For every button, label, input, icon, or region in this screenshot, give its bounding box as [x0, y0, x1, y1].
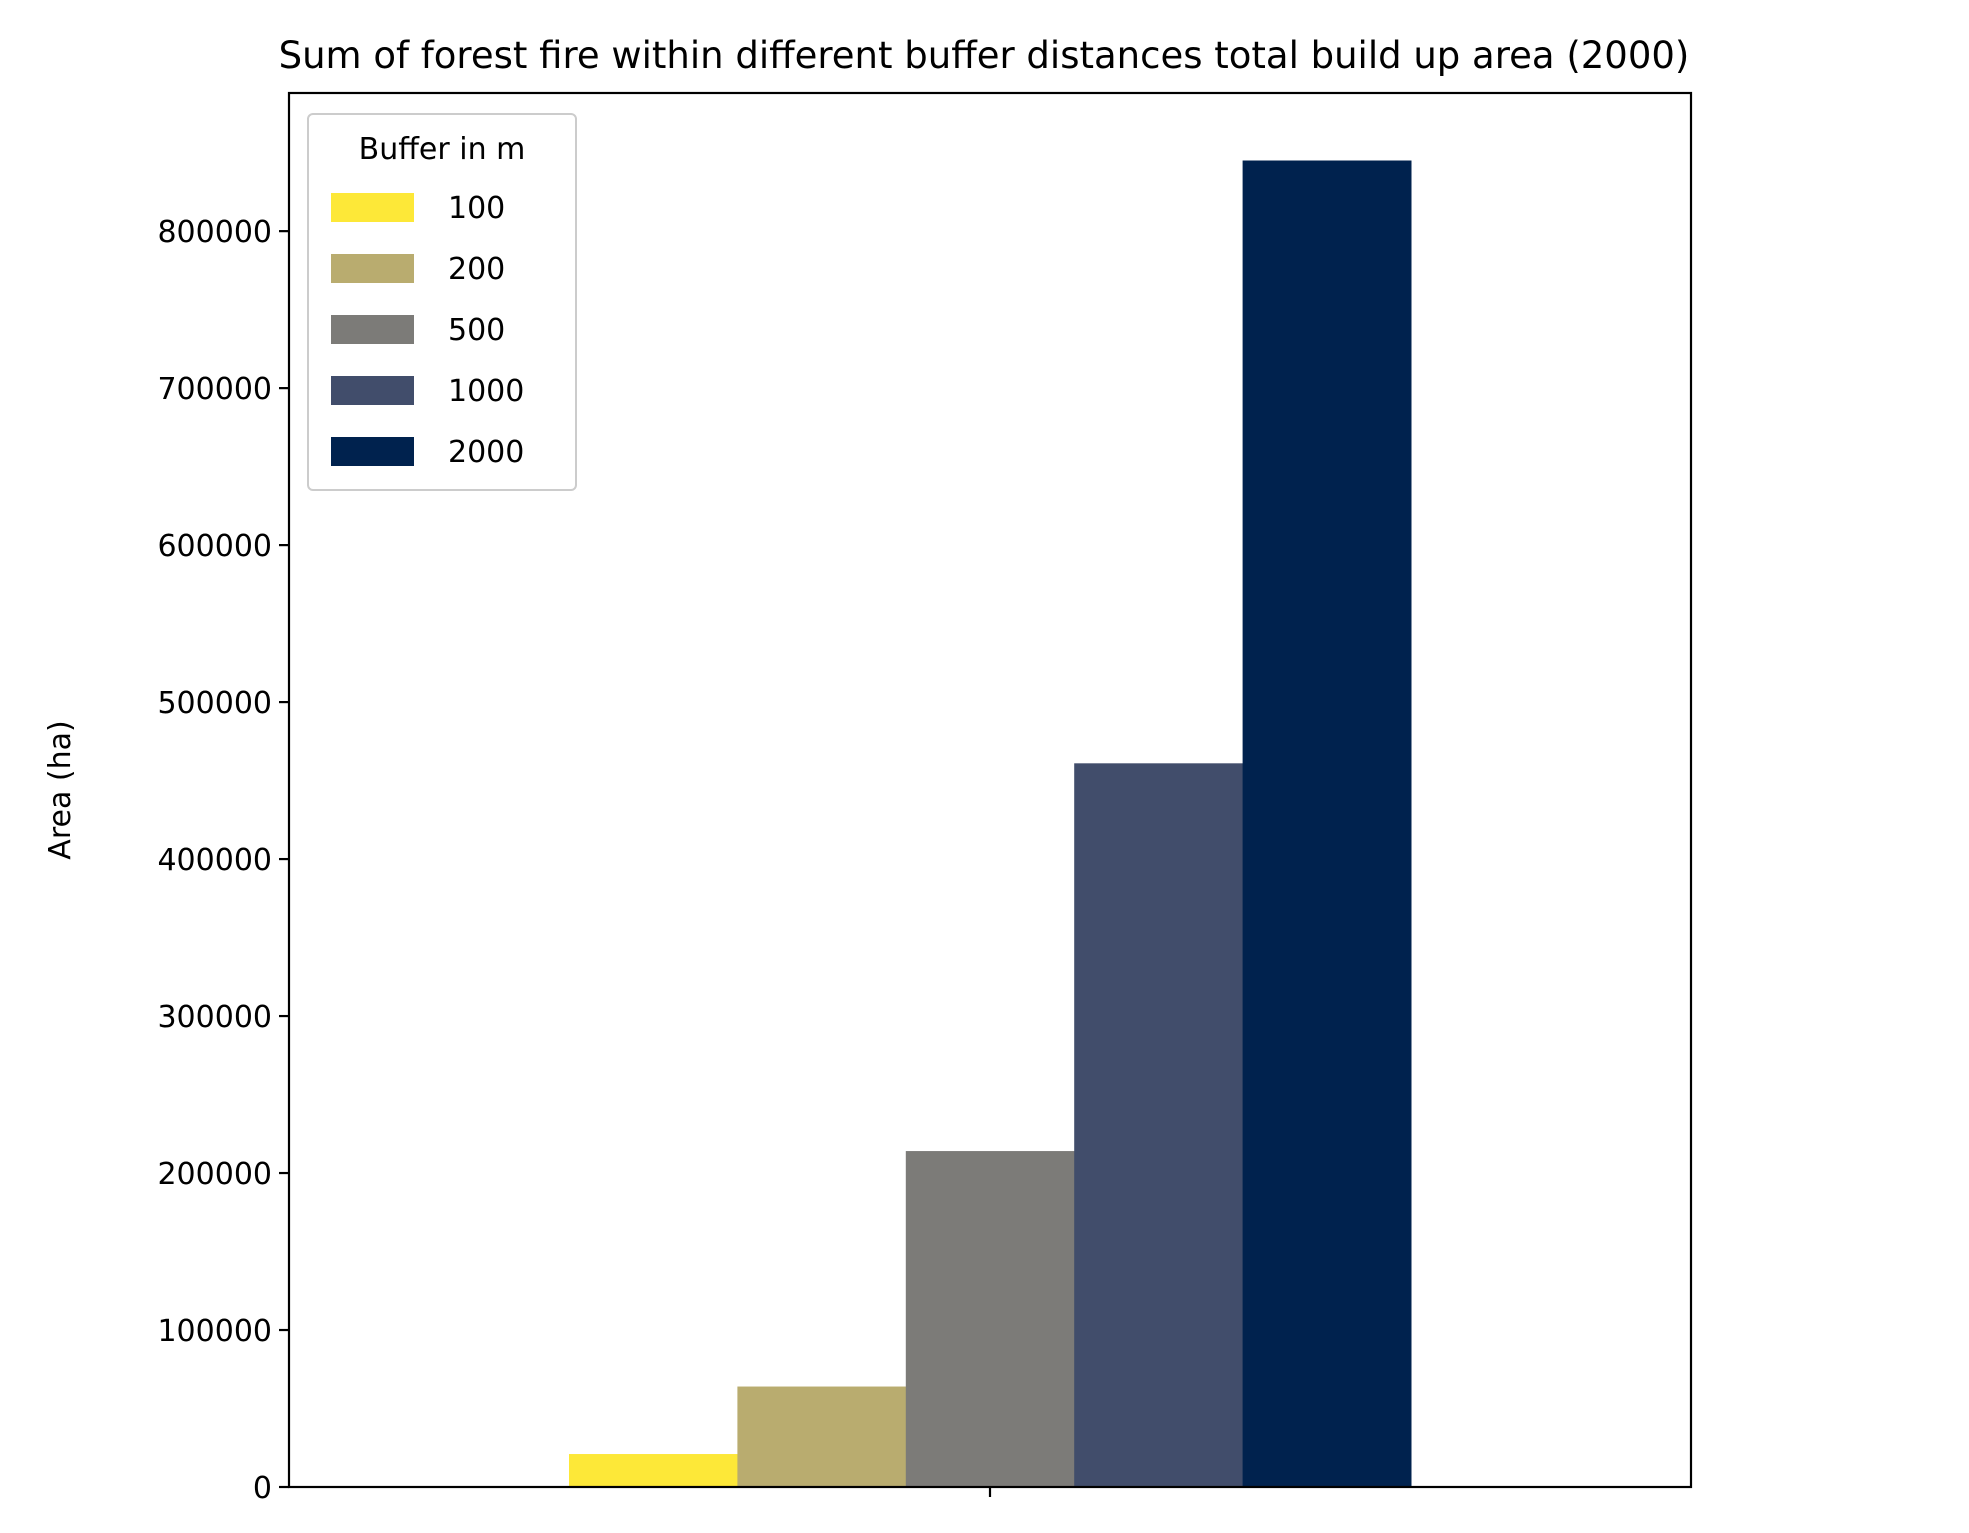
- legend-swatch-2000: [331, 437, 414, 466]
- legend-title: Buffer in m: [359, 132, 526, 167]
- legend-swatch-500: [331, 315, 414, 344]
- legend-label-200: 200: [448, 252, 505, 287]
- y-tick-label: 500000: [157, 686, 272, 721]
- y-tick-label: 100000: [157, 1314, 272, 1349]
- y-tick-label: 600000: [157, 529, 272, 564]
- legend-swatch-100: [331, 193, 414, 222]
- bar-500: [905, 1151, 1075, 1487]
- y-tick-label: 200000: [157, 1157, 272, 1192]
- legend-box: [307, 113, 577, 491]
- y-tick-label: 800000: [157, 215, 272, 250]
- y-tick-label: 0: [253, 1471, 272, 1506]
- legend-swatch-200: [331, 254, 414, 283]
- bar-100: [569, 1454, 738, 1487]
- y-axis: 0 100000 200000 300000 400000 500000 600000 700…: [157, 215, 289, 1506]
- bar-200: [737, 1386, 907, 1487]
- legend-label-500: 500: [448, 313, 505, 348]
- chart-title: Sum of forest fire within different buff…: [279, 34, 1690, 77]
- legend: Buffer in m 100 200 500 1000 2000: [307, 113, 577, 491]
- legend-label-100: 100: [448, 191, 505, 226]
- y-tick-label: 300000: [157, 1000, 272, 1035]
- y-tick-label: 700000: [157, 372, 272, 407]
- legend-label-1000: 1000: [448, 374, 524, 409]
- y-tick-label: 400000: [157, 843, 272, 878]
- bar-1000: [1074, 763, 1244, 1487]
- bar-2000: [1242, 160, 1412, 1488]
- y-axis-label: Area (ha): [43, 720, 78, 859]
- legend-label-2000: 2000: [448, 435, 524, 470]
- bars-group: [569, 160, 1412, 1488]
- legend-swatch-1000: [331, 376, 414, 405]
